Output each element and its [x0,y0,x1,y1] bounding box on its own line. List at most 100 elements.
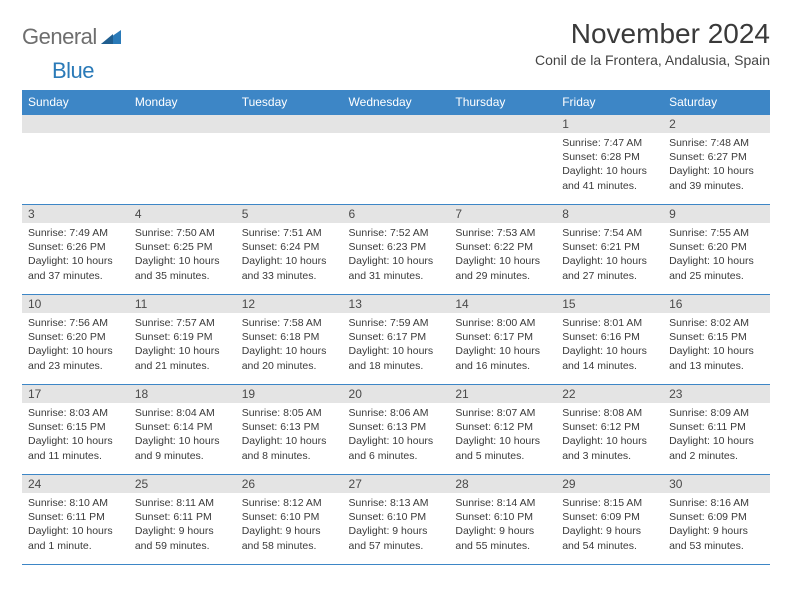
sunrise-text: Sunrise: 8:11 AM [135,496,230,510]
daylight-text: Daylight: 10 hours and 14 minutes. [562,344,657,372]
calendar-day-cell [236,115,343,205]
daylight-text: Daylight: 10 hours and 9 minutes. [135,434,230,462]
calendar-day-cell: 16Sunrise: 8:02 AMSunset: 6:15 PMDayligh… [663,295,770,385]
daylight-text: Daylight: 10 hours and 6 minutes. [349,434,444,462]
daylight-text: Daylight: 10 hours and 13 minutes. [669,344,764,372]
calendar-day-cell: 5Sunrise: 7:51 AMSunset: 6:24 PMDaylight… [236,205,343,295]
sunset-text: Sunset: 6:13 PM [349,420,444,434]
calendar-week-row: 1Sunrise: 7:47 AMSunset: 6:28 PMDaylight… [22,115,770,205]
day-number: 6 [343,205,450,223]
calendar-day-cell: 9Sunrise: 7:55 AMSunset: 6:20 PMDaylight… [663,205,770,295]
day-details: Sunrise: 8:12 AMSunset: 6:10 PMDaylight:… [236,493,343,557]
calendar-day-cell: 23Sunrise: 8:09 AMSunset: 6:11 PMDayligh… [663,385,770,475]
sunset-text: Sunset: 6:11 PM [135,510,230,524]
day-number: 14 [449,295,556,313]
calendar-day-cell: 18Sunrise: 8:04 AMSunset: 6:14 PMDayligh… [129,385,236,475]
day-number: 11 [129,295,236,313]
daylight-text: Daylight: 10 hours and 3 minutes. [562,434,657,462]
weekday-header: Tuesday [236,90,343,115]
sunset-text: Sunset: 6:22 PM [455,240,550,254]
daylight-text: Daylight: 9 hours and 59 minutes. [135,524,230,552]
sunset-text: Sunset: 6:12 PM [455,420,550,434]
sunrise-text: Sunrise: 7:47 AM [562,136,657,150]
sunset-text: Sunset: 6:12 PM [562,420,657,434]
calendar-table: SundayMondayTuesdayWednesdayThursdayFrid… [22,90,770,565]
daylight-text: Daylight: 10 hours and 37 minutes. [28,254,123,282]
calendar-day-cell: 13Sunrise: 7:59 AMSunset: 6:17 PMDayligh… [343,295,450,385]
sunset-text: Sunset: 6:24 PM [242,240,337,254]
page-title: November 2024 [535,18,770,50]
daylight-text: Daylight: 9 hours and 58 minutes. [242,524,337,552]
sunset-text: Sunset: 6:14 PM [135,420,230,434]
sunset-text: Sunset: 6:15 PM [669,330,764,344]
sunrise-text: Sunrise: 8:02 AM [669,316,764,330]
day-number [236,115,343,133]
day-number: 2 [663,115,770,133]
day-number: 28 [449,475,556,493]
daylight-text: Daylight: 9 hours and 53 minutes. [669,524,764,552]
day-number: 16 [663,295,770,313]
day-details: Sunrise: 7:47 AMSunset: 6:28 PMDaylight:… [556,133,663,197]
calendar-day-cell [129,115,236,205]
sunset-text: Sunset: 6:13 PM [242,420,337,434]
day-number: 13 [343,295,450,313]
daylight-text: Daylight: 10 hours and 16 minutes. [455,344,550,372]
daylight-text: Daylight: 10 hours and 35 minutes. [135,254,230,282]
sunset-text: Sunset: 6:15 PM [28,420,123,434]
day-number: 20 [343,385,450,403]
calendar-week-row: 3Sunrise: 7:49 AMSunset: 6:26 PMDaylight… [22,205,770,295]
sunrise-text: Sunrise: 8:04 AM [135,406,230,420]
calendar-day-cell: 26Sunrise: 8:12 AMSunset: 6:10 PMDayligh… [236,475,343,565]
day-details: Sunrise: 8:14 AMSunset: 6:10 PMDaylight:… [449,493,556,557]
calendar-day-cell [22,115,129,205]
calendar-day-cell [343,115,450,205]
day-number [129,115,236,133]
daylight-text: Daylight: 10 hours and 2 minutes. [669,434,764,462]
day-number: 27 [343,475,450,493]
calendar-day-cell: 12Sunrise: 7:58 AMSunset: 6:18 PMDayligh… [236,295,343,385]
sunset-text: Sunset: 6:10 PM [455,510,550,524]
day-number: 24 [22,475,129,493]
day-details: Sunrise: 7:57 AMSunset: 6:19 PMDaylight:… [129,313,236,377]
daylight-text: Daylight: 10 hours and 31 minutes. [349,254,444,282]
sunset-text: Sunset: 6:09 PM [562,510,657,524]
day-number: 29 [556,475,663,493]
sunrise-text: Sunrise: 8:14 AM [455,496,550,510]
daylight-text: Daylight: 10 hours and 33 minutes. [242,254,337,282]
sunrise-text: Sunrise: 8:09 AM [669,406,764,420]
sunrise-text: Sunrise: 8:00 AM [455,316,550,330]
calendar-day-cell: 15Sunrise: 8:01 AMSunset: 6:16 PMDayligh… [556,295,663,385]
day-details: Sunrise: 8:13 AMSunset: 6:10 PMDaylight:… [343,493,450,557]
day-details: Sunrise: 8:05 AMSunset: 6:13 PMDaylight:… [236,403,343,467]
sunrise-text: Sunrise: 8:10 AM [28,496,123,510]
calendar-day-cell: 3Sunrise: 7:49 AMSunset: 6:26 PMDaylight… [22,205,129,295]
day-number: 3 [22,205,129,223]
day-details: Sunrise: 8:01 AMSunset: 6:16 PMDaylight:… [556,313,663,377]
day-number: 8 [556,205,663,223]
calendar-week-row: 24Sunrise: 8:10 AMSunset: 6:11 PMDayligh… [22,475,770,565]
logo-triangle-icon [101,28,121,47]
sunrise-text: Sunrise: 7:53 AM [455,226,550,240]
calendar-day-cell: 21Sunrise: 8:07 AMSunset: 6:12 PMDayligh… [449,385,556,475]
weekday-header: Friday [556,90,663,115]
sunrise-text: Sunrise: 8:16 AM [669,496,764,510]
day-number: 7 [449,205,556,223]
day-details: Sunrise: 8:11 AMSunset: 6:11 PMDaylight:… [129,493,236,557]
day-details: Sunrise: 7:50 AMSunset: 6:25 PMDaylight:… [129,223,236,287]
day-number: 15 [556,295,663,313]
weekday-header: Sunday [22,90,129,115]
daylight-text: Daylight: 10 hours and 8 minutes. [242,434,337,462]
sunset-text: Sunset: 6:21 PM [562,240,657,254]
calendar-day-cell: 10Sunrise: 7:56 AMSunset: 6:20 PMDayligh… [22,295,129,385]
day-number: 1 [556,115,663,133]
calendar-day-cell: 2Sunrise: 7:48 AMSunset: 6:27 PMDaylight… [663,115,770,205]
day-number: 19 [236,385,343,403]
sunrise-text: Sunrise: 8:05 AM [242,406,337,420]
day-details: Sunrise: 8:16 AMSunset: 6:09 PMDaylight:… [663,493,770,557]
day-details: Sunrise: 8:02 AMSunset: 6:15 PMDaylight:… [663,313,770,377]
logo-text-general: General [22,24,97,50]
sunset-text: Sunset: 6:10 PM [242,510,337,524]
calendar-day-cell: 6Sunrise: 7:52 AMSunset: 6:23 PMDaylight… [343,205,450,295]
day-details: Sunrise: 7:53 AMSunset: 6:22 PMDaylight:… [449,223,556,287]
daylight-text: Daylight: 10 hours and 11 minutes. [28,434,123,462]
